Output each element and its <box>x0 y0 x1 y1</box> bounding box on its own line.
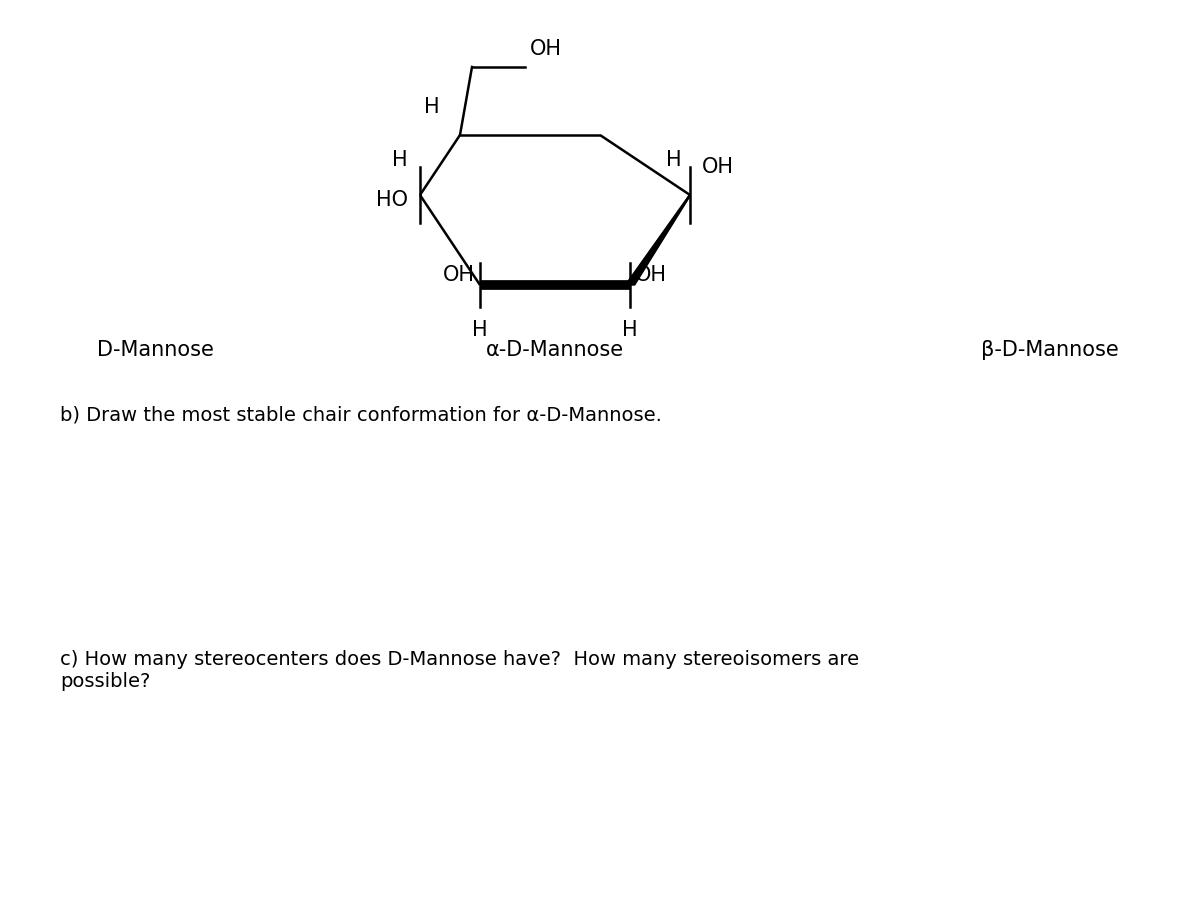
Text: OH: OH <box>443 265 475 285</box>
Text: OH: OH <box>702 157 734 177</box>
Text: H: H <box>622 320 638 340</box>
Text: H: H <box>666 150 682 170</box>
Text: OH: OH <box>635 265 667 285</box>
Text: OH: OH <box>530 39 562 59</box>
Text: HO: HO <box>376 190 408 210</box>
Text: c) How many stereocenters does D-Mannose have?  How many stereoisomers are
possi: c) How many stereocenters does D-Mannose… <box>60 650 859 691</box>
Text: b) Draw the most stable chair conformation for α-D-Mannose.: b) Draw the most stable chair conformati… <box>60 405 662 424</box>
Polygon shape <box>626 195 690 285</box>
Text: β-D-Mannose: β-D-Mannose <box>982 340 1118 360</box>
Text: D-Mannose: D-Mannose <box>96 340 214 360</box>
Text: H: H <box>425 97 440 117</box>
Text: H: H <box>392 150 408 170</box>
Text: H: H <box>472 320 488 340</box>
Text: α-D-Mannose: α-D-Mannose <box>486 340 624 360</box>
